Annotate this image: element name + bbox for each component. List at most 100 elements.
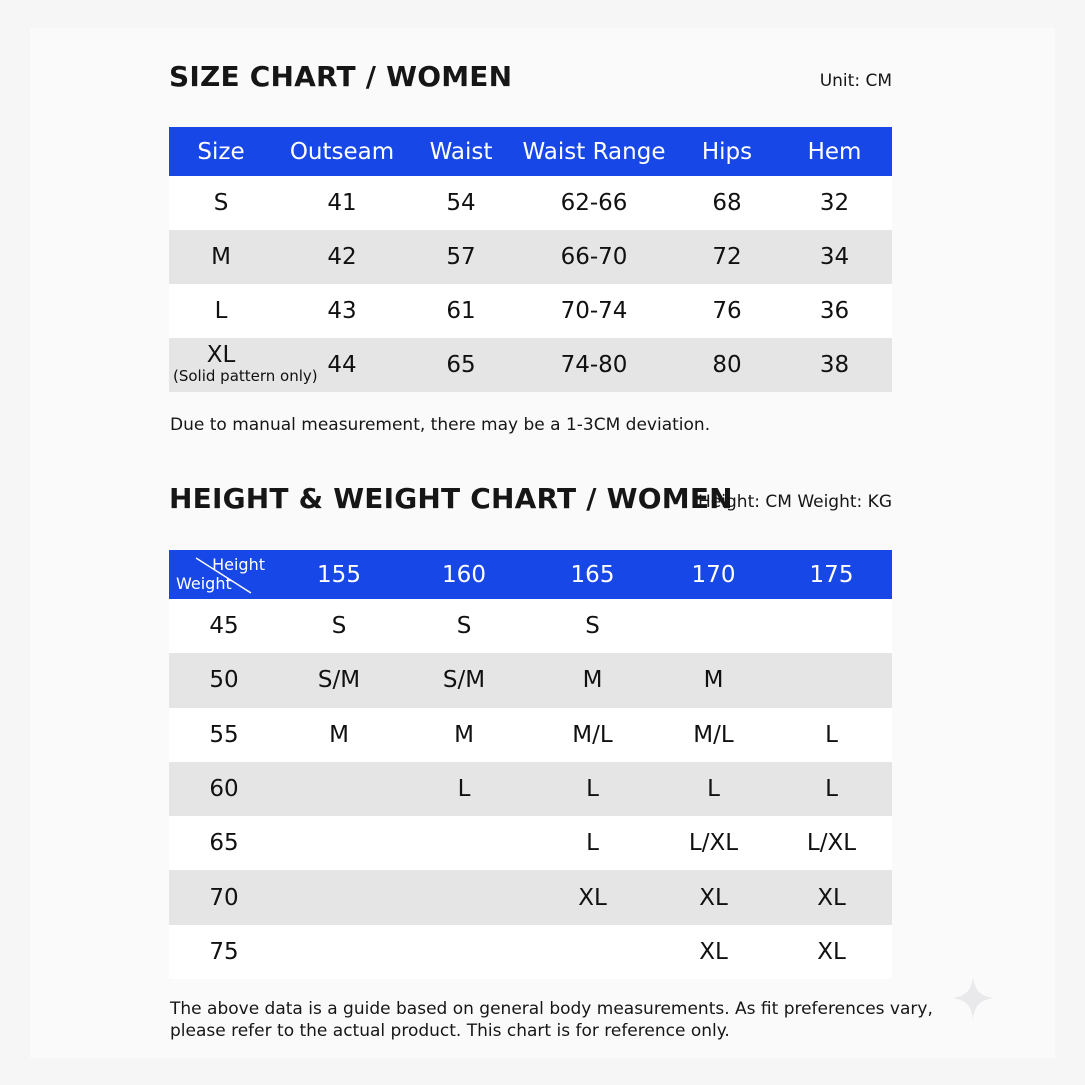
table-cell: M — [279, 707, 399, 762]
table-cell — [771, 653, 892, 708]
table-cell: 70 — [169, 870, 279, 925]
table-cell: M — [656, 653, 771, 708]
table-cell: M — [169, 230, 273, 284]
xl-note: (Solid pattern only) — [173, 367, 318, 385]
table-cell: M — [529, 653, 656, 708]
table-row: 55 M M M/L M/L L — [169, 707, 892, 762]
table-cell: XL — [529, 870, 656, 925]
hw-chart-header-row: Height Weight 155 160 165 170 175 — [169, 550, 892, 599]
table-cell: 74-80 — [511, 338, 677, 392]
header-height-175: 175 — [771, 550, 892, 599]
table-cell: S/M — [399, 653, 529, 708]
header-waist: Waist — [411, 127, 511, 176]
table-cell: XL — [656, 924, 771, 980]
hw-footnote-line-2: please refer to the actual product. This… — [170, 1021, 730, 1041]
hw-chart-table: Height Weight 155 160 165 170 175 45 S S… — [169, 550, 892, 980]
table-cell: 42 — [273, 230, 411, 284]
table-cell: L — [771, 707, 892, 762]
table-row: 75 XL XL — [169, 924, 892, 980]
header-waist-range: Waist Range — [511, 127, 677, 176]
table-cell: XL — [771, 870, 892, 925]
table-row: L 43 61 70-74 76 36 — [169, 284, 892, 338]
table-row: 50 S/M S/M M M — [169, 653, 892, 708]
table-cell: 62-66 — [511, 176, 677, 230]
header-height-155: 155 — [279, 550, 399, 599]
header-outseam: Outseam — [273, 127, 411, 176]
table-row: 60 L L L L — [169, 761, 892, 817]
table-cell: 43 — [273, 284, 411, 338]
table-cell: L/XL — [656, 816, 771, 871]
table-cell: M/L — [656, 707, 771, 762]
table-cell: 65 — [411, 338, 511, 392]
header-height-160: 160 — [399, 550, 529, 599]
table-cell: L — [529, 761, 656, 817]
table-cell: L — [399, 761, 529, 817]
table-cell: 44 — [273, 338, 411, 392]
header-hem: Hem — [777, 127, 892, 176]
table-cell: S — [529, 599, 656, 654]
table-cell: M — [399, 707, 529, 762]
table-cell: 38 — [777, 338, 892, 392]
table-cell: XL — [771, 924, 892, 980]
table-row: XL (Solid pattern only) 44 65 74-80 80 3… — [169, 338, 892, 392]
table-cell — [279, 870, 399, 925]
table-cell: 50 — [169, 653, 279, 708]
table-cell: M/L — [529, 707, 656, 762]
table-cell: 57 — [411, 230, 511, 284]
table-cell: L — [771, 761, 892, 817]
table-cell: 70-74 — [511, 284, 677, 338]
table-cell — [279, 816, 399, 871]
table-cell: 36 — [777, 284, 892, 338]
table-cell: 61 — [411, 284, 511, 338]
table-cell: 60 — [169, 761, 279, 817]
table-cell — [529, 924, 656, 980]
table-cell: 72 — [677, 230, 777, 284]
table-cell: S — [399, 599, 529, 654]
size-chart-footnote: Due to manual measurement, there may be … — [170, 415, 711, 435]
table-cell: S — [279, 599, 399, 654]
table-cell: 54 — [411, 176, 511, 230]
table-cell: S/M — [279, 653, 399, 708]
table-cell — [771, 599, 892, 654]
hw-footnote-line-1: The above data is a guide based on gener… — [170, 999, 933, 1019]
table-cell-xl: XL (Solid pattern only) — [169, 338, 318, 392]
table-cell: 45 — [169, 599, 279, 654]
hw-chart-title: HEIGHT & WEIGHT CHART / WOMEN — [169, 482, 733, 515]
table-cell: L — [656, 761, 771, 817]
table-cell: S — [169, 176, 273, 230]
table-cell — [399, 870, 529, 925]
table-cell: L/XL — [771, 816, 892, 871]
diagonal-divider-icon — [195, 557, 252, 594]
xl-label: XL — [206, 342, 236, 368]
table-cell: 80 — [677, 338, 777, 392]
hw-chart-footnote: The above data is a guide based on gener… — [170, 998, 933, 1042]
table-cell — [279, 761, 399, 817]
table-cell: 76 — [677, 284, 777, 338]
table-cell: 34 — [777, 230, 892, 284]
header-height-170: 170 — [656, 550, 771, 599]
table-cell: 66-70 — [511, 230, 677, 284]
table-cell — [279, 924, 399, 980]
size-chart-title: SIZE CHART / WOMEN — [169, 60, 513, 93]
sparkle-icon — [952, 977, 994, 1019]
table-cell: 75 — [169, 924, 279, 980]
corner-weight-label: Weight — [176, 574, 232, 593]
size-chart-header-row: Size Outseam Waist Waist Range Hips Hem — [169, 127, 892, 176]
table-cell: 65 — [169, 816, 279, 871]
table-cell — [399, 816, 529, 871]
table-row: 70 XL XL XL — [169, 870, 892, 925]
table-cell — [656, 599, 771, 654]
header-height-165: 165 — [529, 550, 656, 599]
header-hips: Hips — [677, 127, 777, 176]
size-chart-table: Size Outseam Waist Waist Range Hips Hem … — [169, 127, 892, 392]
table-cell: XL — [656, 870, 771, 925]
table-cell: L — [529, 816, 656, 871]
table-cell: L — [169, 284, 273, 338]
table-cell: 68 — [677, 176, 777, 230]
table-cell — [399, 924, 529, 980]
table-cell: 41 — [273, 176, 411, 230]
size-chart-unit: Unit: CM — [819, 71, 892, 91]
table-cell: 55 — [169, 707, 279, 762]
corner-height-label: Height — [212, 555, 265, 574]
table-row: 65 L L/XL L/XL — [169, 816, 892, 871]
